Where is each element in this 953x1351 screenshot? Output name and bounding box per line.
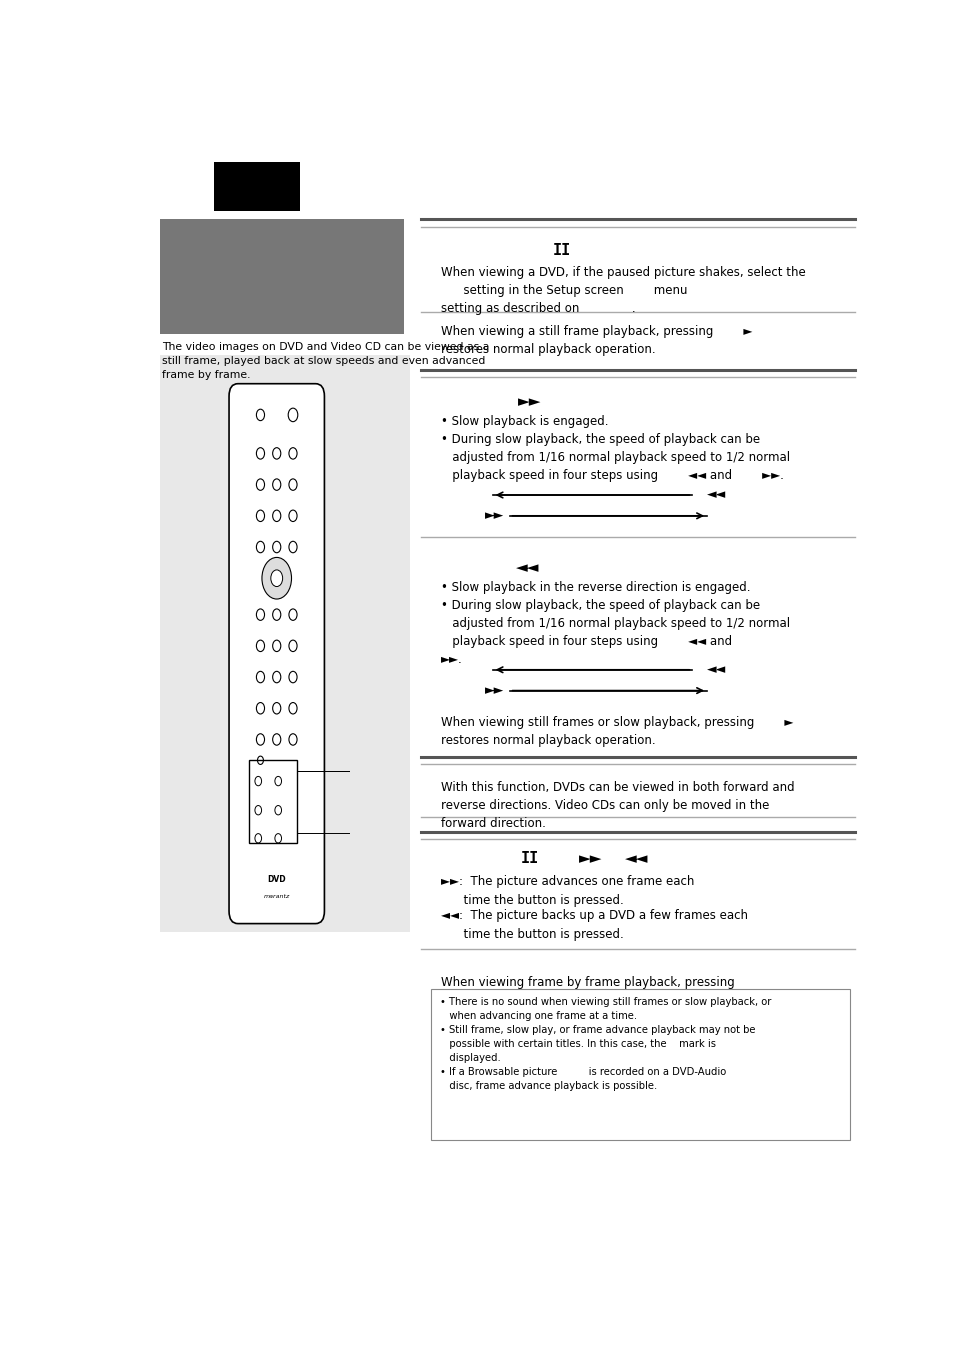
Text: marantz: marantz	[263, 894, 290, 898]
Circle shape	[273, 734, 280, 746]
Circle shape	[274, 834, 281, 843]
Text: ►►: ►►	[578, 851, 602, 866]
Text: ►►: ►►	[517, 394, 540, 409]
Text: ◄◄: ◄◄	[516, 561, 539, 576]
Circle shape	[254, 805, 261, 815]
Circle shape	[254, 777, 261, 786]
Circle shape	[254, 834, 261, 843]
Text: When viewing a DVD, if the paused picture shakes, select the
      setting in th: When viewing a DVD, if the paused pictur…	[440, 266, 804, 315]
Circle shape	[273, 609, 280, 620]
Text: ►►: ►►	[485, 509, 504, 523]
Circle shape	[271, 570, 282, 586]
Text: ◄◄: ◄◄	[706, 489, 725, 501]
Circle shape	[273, 542, 280, 553]
Text: When viewing a still frame playback, pressing        ►
restores normal playback : When viewing a still frame playback, pre…	[440, 326, 752, 357]
Circle shape	[273, 671, 280, 682]
Text: ►►:  The picture advances one frame each
      time the button is pressed.: ►►: The picture advances one frame each …	[440, 874, 694, 907]
Bar	[160, 354, 410, 932]
Circle shape	[289, 542, 296, 553]
Circle shape	[289, 447, 296, 459]
Circle shape	[289, 703, 296, 713]
Text: • Slow playback in the reverse direction is engaged.
• During slow playback, the: • Slow playback in the reverse direction…	[440, 581, 789, 666]
Text: • There is no sound when viewing still frames or slow playback, or
   when advan: • There is no sound when viewing still f…	[439, 997, 771, 1092]
Text: DVD: DVD	[267, 875, 286, 885]
Text: • Slow playback is engaged.
• During slow playback, the speed of playback can be: • Slow playback is engaged. • During slo…	[440, 415, 789, 482]
Circle shape	[256, 640, 264, 651]
Circle shape	[256, 609, 264, 620]
Text: ◄◄: ◄◄	[624, 851, 648, 866]
Text: ◄◄: ◄◄	[706, 663, 725, 677]
Circle shape	[289, 734, 296, 746]
Circle shape	[256, 409, 264, 420]
Circle shape	[289, 671, 296, 682]
Circle shape	[256, 671, 264, 682]
Circle shape	[256, 734, 264, 746]
Circle shape	[256, 703, 264, 713]
Text: When viewing still frames or slow playback, pressing        ►
restores normal pl: When viewing still frames or slow playba…	[440, 716, 792, 747]
Text: ►►: ►►	[485, 684, 504, 697]
Circle shape	[273, 478, 280, 490]
Text: The video images on DVD and Video CD can be viewed as a
still frame, played back: The video images on DVD and Video CD can…	[162, 342, 489, 380]
Circle shape	[262, 558, 292, 598]
Circle shape	[256, 478, 264, 490]
Bar	[119, 162, 420, 1202]
Circle shape	[288, 408, 297, 422]
Bar	[160, 219, 403, 334]
Circle shape	[274, 805, 281, 815]
Circle shape	[273, 511, 280, 521]
Text: II: II	[552, 243, 570, 258]
Bar	[249, 761, 297, 843]
Bar	[213, 162, 299, 211]
Circle shape	[289, 640, 296, 651]
Text: When viewing frame by frame playback, pressing
   ► restores normal playback ope: When viewing frame by frame playback, pr…	[440, 975, 734, 1008]
Bar	[431, 989, 849, 1140]
Circle shape	[256, 511, 264, 521]
Circle shape	[289, 478, 296, 490]
Circle shape	[289, 609, 296, 620]
Circle shape	[274, 777, 281, 786]
Text: ◄◄:  The picture backs up a DVD a few frames each
      time the button is press: ◄◄: The picture backs up a DVD a few fra…	[440, 909, 747, 942]
Circle shape	[273, 447, 280, 459]
Circle shape	[257, 757, 263, 765]
Circle shape	[256, 447, 264, 459]
Circle shape	[273, 640, 280, 651]
Circle shape	[256, 542, 264, 553]
Text: II: II	[520, 851, 538, 866]
Text: With this function, DVDs can be viewed in both forward and
reverse directions. V: With this function, DVDs can be viewed i…	[440, 781, 794, 830]
FancyBboxPatch shape	[229, 384, 324, 924]
Circle shape	[273, 703, 280, 713]
Circle shape	[289, 511, 296, 521]
